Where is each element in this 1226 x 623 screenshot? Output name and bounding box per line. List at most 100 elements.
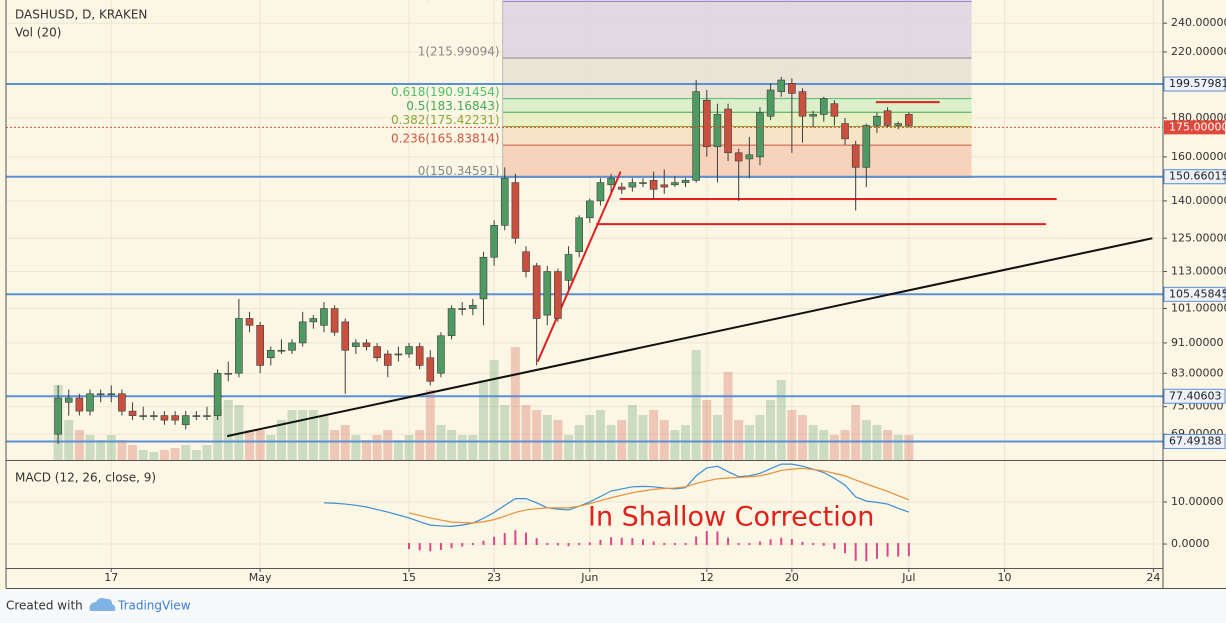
grid-layer: [6, 0, 1163, 568]
volume-bar: [840, 430, 850, 460]
candle-body: [532, 265, 541, 319]
level-label: 67.49188: [1169, 434, 1222, 447]
candle-body: [203, 415, 211, 417]
candle-body: [192, 415, 201, 417]
candle-body: [873, 115, 881, 126]
level-label-box: [1163, 286, 1226, 302]
y-tick-label: 220.00000: [1171, 45, 1226, 58]
volume-bar: [340, 425, 350, 460]
volume-bar: [106, 435, 116, 460]
tradingview-logo[interactable]: TradingView: [89, 598, 191, 613]
volume-bar: [478, 380, 488, 460]
footer-brand[interactable]: TradingView: [117, 599, 191, 613]
candle-body: [320, 308, 328, 326]
price-layer: [6, 76, 1163, 444]
volume-bar: [883, 430, 893, 460]
fib-label: 0(150.34591): [418, 164, 500, 178]
volume-bar: [574, 425, 584, 460]
volume-bar: [64, 420, 74, 460]
volume-bar: [542, 415, 552, 460]
candle-body: [341, 321, 350, 351]
candle-body: [851, 144, 860, 168]
volume-bar: [510, 347, 520, 460]
volume-bar: [819, 430, 829, 460]
volume-bar: [500, 405, 510, 460]
candle-body: [575, 217, 583, 253]
volume-bar: [532, 410, 542, 460]
volume-bar: [436, 425, 446, 460]
volume-bar: [723, 372, 733, 460]
footer-background: [0, 590, 1226, 623]
x-tick-label: Jun: [580, 571, 598, 584]
volume-bar: [138, 450, 148, 460]
y-tick-label: 113.00000: [1171, 265, 1226, 278]
volume-bar: [734, 420, 744, 460]
candle-body: [128, 410, 137, 416]
fib-label: 0.618(190.91454): [391, 85, 500, 99]
candle-body: [150, 415, 158, 417]
volume-bar: [904, 435, 914, 460]
candle-body: [54, 397, 62, 435]
volume-bar: [85, 435, 95, 460]
footer-text: Created with: [6, 599, 83, 613]
candle-body: [224, 372, 233, 375]
candle-body: [649, 180, 658, 190]
fib-layer: 1.618(256.55956) 1(215.99094) 0.618(190.91…: [391, 0, 972, 178]
y-tick-label: 91.00000: [1171, 336, 1224, 349]
volume-bar: [872, 425, 882, 460]
y-tick-label: 83.00000: [1171, 366, 1224, 379]
volume-bar: [553, 420, 563, 460]
candle-body: [841, 123, 849, 140]
candle-body: [543, 271, 552, 316]
volume-bar: [766, 400, 776, 460]
fib-label: 1(215.99094): [418, 44, 500, 58]
x-tick-label: 12: [700, 571, 714, 584]
candle-body: [256, 324, 264, 366]
volume-bar: [415, 430, 425, 460]
fib-band: [502, 112, 972, 127]
candle-body: [277, 349, 286, 352]
candle-body: [309, 318, 318, 323]
candle-body: [235, 318, 243, 374]
x-tick-label: 24: [1146, 571, 1160, 584]
volume-bar: [585, 415, 595, 460]
candle-body: [777, 79, 786, 92]
volume-bar: [744, 425, 754, 460]
candle-body: [788, 83, 796, 94]
macd-title: MACD (12, 26, close, 9): [15, 471, 156, 485]
volume-bar: [361, 440, 371, 460]
volume-bar: [191, 450, 201, 460]
fib-label: 0.382(175.42231): [391, 113, 500, 127]
candle-body: [118, 393, 126, 412]
volume-bar: [159, 450, 169, 460]
volume-bar: [234, 405, 244, 460]
candle-body: [681, 180, 690, 183]
candle-body: [724, 108, 732, 154]
volume-bar: [128, 445, 138, 460]
level-label-box: [1163, 388, 1226, 404]
level-label-box: [1163, 76, 1226, 92]
y-tick-label: 0.0000: [1171, 537, 1210, 550]
y-tick-label: 240.00000: [1171, 16, 1226, 29]
volume-bar: [74, 430, 84, 460]
volume-bar: [393, 440, 403, 460]
candle-body: [373, 346, 381, 359]
y-tick-label: 125.00000: [1171, 231, 1226, 244]
fib-band: [502, 1, 972, 58]
candle-body: [500, 177, 509, 226]
candle-body: [479, 256, 488, 300]
level-label: 150.66015: [1169, 170, 1226, 183]
candle-body: [171, 415, 179, 421]
volume-bar: [712, 415, 722, 460]
volume-bar: [521, 405, 531, 460]
volume-bar: [851, 405, 861, 460]
candle-body: [86, 393, 94, 412]
volume-bar: [298, 410, 308, 460]
candle-body: [107, 393, 116, 396]
x-tick-label: 17: [104, 571, 118, 584]
candle-body: [362, 342, 371, 347]
fib-label: 0.236(165.83814): [391, 132, 500, 146]
volume-bar: [202, 445, 212, 460]
trend-line: [536, 171, 622, 362]
